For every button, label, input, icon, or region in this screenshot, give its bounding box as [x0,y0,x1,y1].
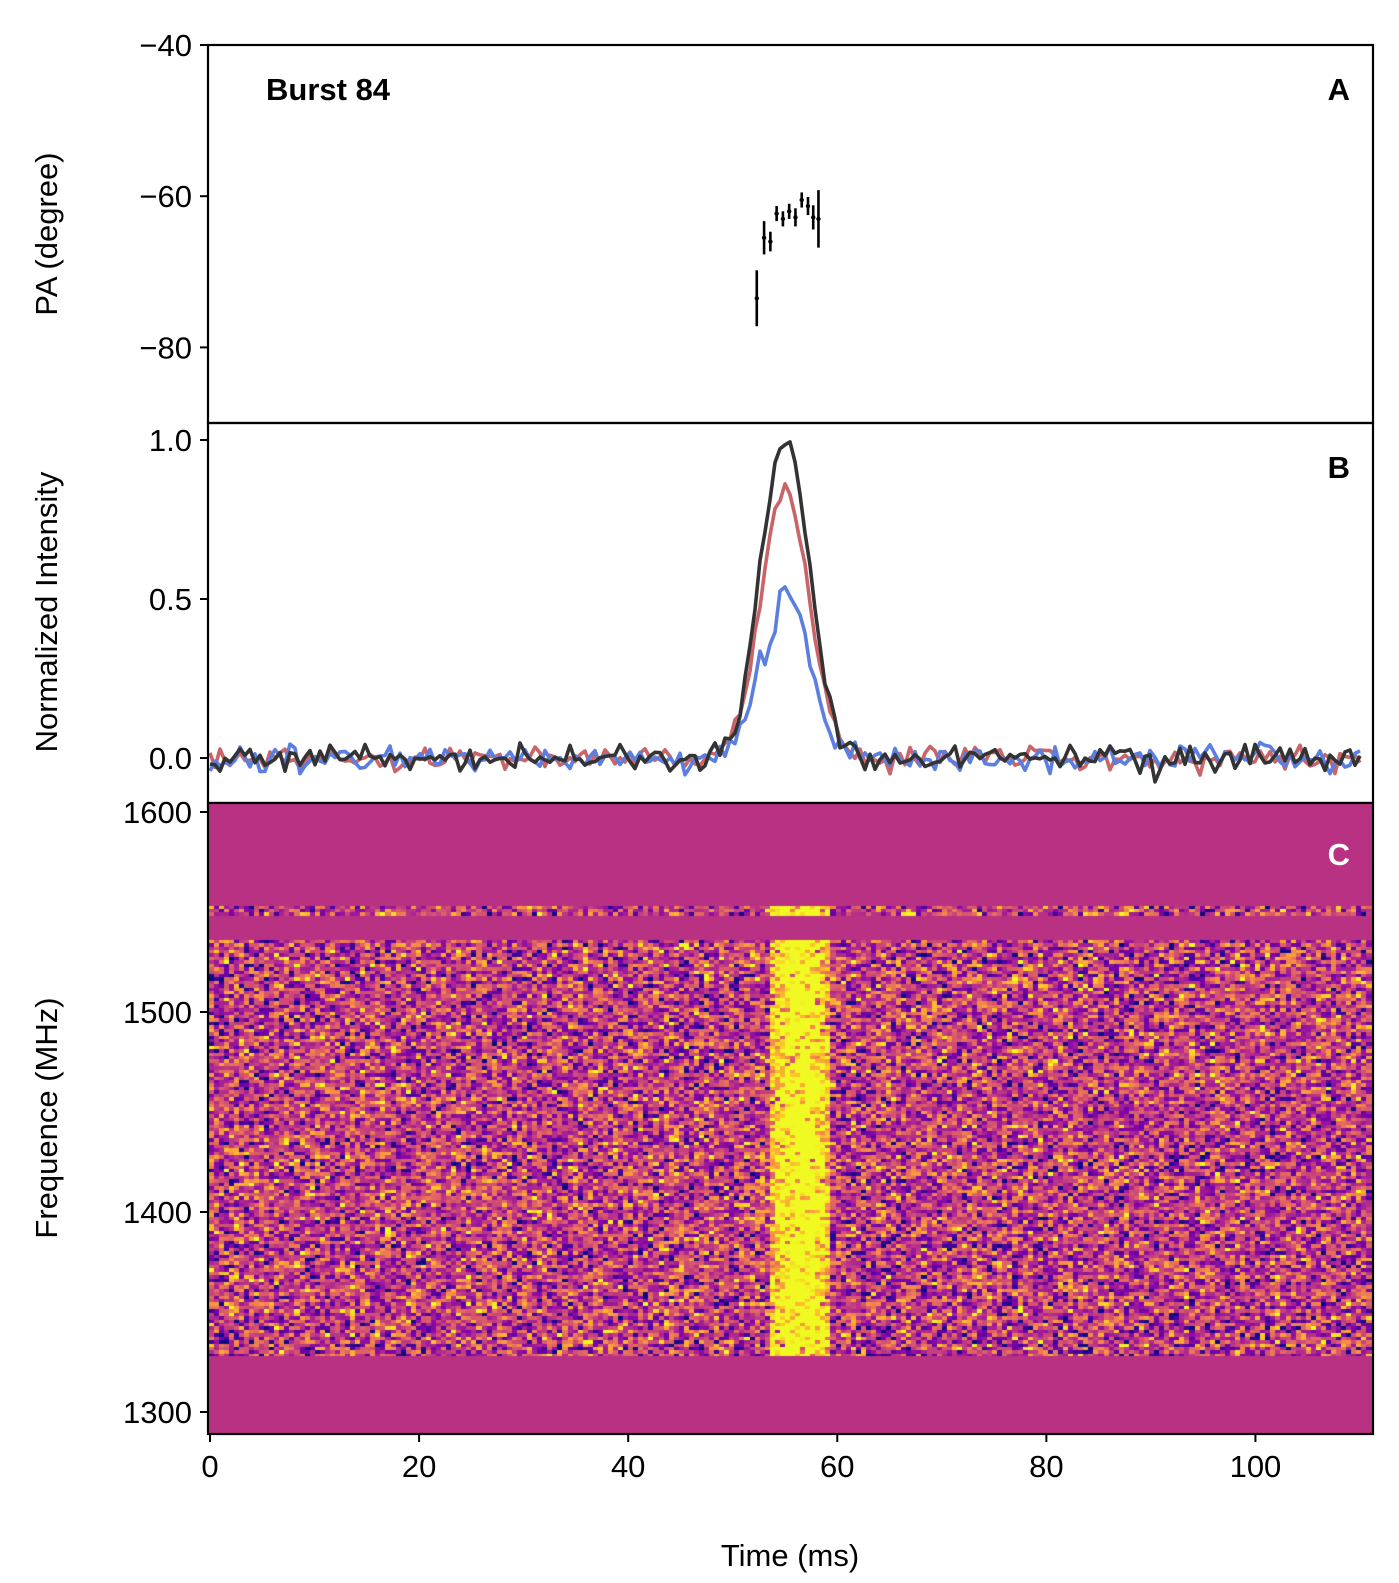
intensity-axis-label: Normalized Intensity [29,471,64,752]
pa-point [811,215,816,220]
freq-yticks: 1300 1400 1500 1600 [123,795,208,1430]
pa-point [786,209,792,214]
panel-letter-c: C [1328,837,1350,872]
time-xtick-label: 60 [820,1449,854,1484]
freq-axis-label: Frequence (MHz) [29,997,64,1238]
intensity-ytick-label: 0.5 [149,582,192,617]
intensity-series-line [208,482,1362,777]
pa-axis-label: PA (degree) [29,152,64,315]
pa-ytick-label: −80 [139,330,192,365]
freq-ytick-label: 1600 [123,795,192,830]
intensity-ytick-label: 0.0 [149,741,192,776]
intensity-panel-frame [206,421,1375,805]
intensity-ytick-label: 1.0 [149,423,192,458]
freq-ytick-label: 1500 [123,995,192,1030]
intensity-series-line [209,440,1362,784]
pa-point [774,211,779,216]
pa-point [754,296,759,301]
time-xtick-label: 20 [402,1449,436,1484]
burst-label: Burst 84 [266,72,391,107]
time-xtick-label: 80 [1029,1449,1063,1484]
pa-point [816,216,821,222]
pa-point [799,197,804,203]
freq-ytick-label: 1400 [123,1195,192,1230]
time-xticks: 0 20 40 60 80 100 [201,1434,1281,1484]
pa-point [793,215,798,220]
spectrogram-panel-frame [206,801,1375,1436]
panel-letter-a: A [1328,72,1350,107]
pa-points [754,190,821,327]
panel-letter-b: B [1328,450,1350,485]
spectrogram-panel: 1300 1400 1500 1600 0 20 40 60 80 100 C Frequenc… [29,795,1375,1573]
pa-point [805,203,811,209]
pa-ytick-label: −60 [139,179,192,214]
pa-point [768,239,773,244]
time-xtick-label: 0 [201,1449,218,1484]
intensity-series-line [208,585,1361,777]
intensity-panel: 0.0 0.5 1.0 B Normalized Intensity [29,421,1375,805]
time-xtick-label: 40 [611,1449,645,1484]
spectrogram-image [209,803,1372,1433]
pa-point [761,235,767,240]
pa-ytick-label: −40 [139,28,192,63]
pa-panel: −40 −60 −80 Burst 84 A PA (degree) [29,28,1375,425]
pa-point [780,216,786,222]
time-xtick-label: 100 [1230,1449,1282,1484]
pa-yticks: −40 −60 −80 [139,28,208,365]
intensity-lines [208,440,1362,784]
freq-ytick-label: 1300 [123,1395,192,1430]
intensity-yticks: 0.0 0.5 1.0 [149,423,208,776]
time-axis-label: Time (ms) [721,1538,859,1573]
